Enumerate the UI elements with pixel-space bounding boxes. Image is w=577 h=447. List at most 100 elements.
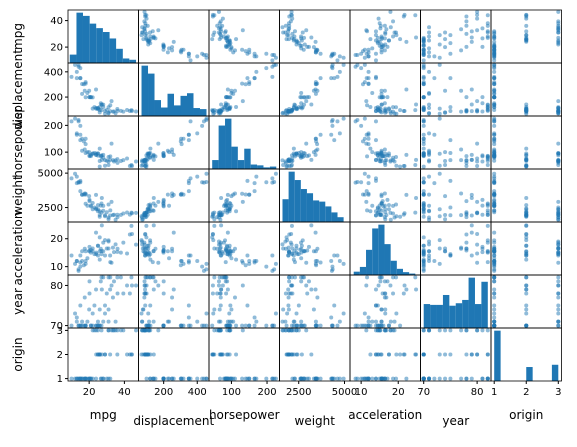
scatter-point [101, 275, 106, 280]
scatter-point [223, 105, 228, 110]
scatter-point [404, 87, 409, 92]
scatter-point [270, 58, 275, 63]
scatter-point [85, 203, 90, 208]
scatter-point [240, 260, 245, 265]
scatter-point [337, 54, 342, 59]
scatter-point [289, 13, 294, 18]
scatter-point [421, 376, 426, 381]
scatter-point [524, 16, 529, 21]
scatter-point [480, 250, 485, 255]
scatter-point [492, 192, 497, 197]
scatter-point [379, 194, 384, 199]
scatter-point [106, 319, 111, 324]
scatter-point [247, 259, 252, 264]
scatter-point [384, 295, 389, 300]
scatter-point [201, 119, 206, 124]
scatter-point [366, 136, 371, 141]
scatter-point [82, 246, 87, 251]
scatter-point [69, 74, 74, 79]
scatter-point [252, 259, 257, 264]
scatter-point [414, 35, 419, 40]
scatter-point [129, 223, 134, 228]
scatter-point [375, 150, 380, 155]
scatter-point [287, 23, 292, 28]
scatter-point [469, 35, 474, 40]
scatter-point [443, 88, 448, 93]
scatter-point [365, 208, 370, 213]
scatter-point [289, 352, 294, 357]
scatter-point [366, 54, 371, 59]
scatter-point [459, 328, 464, 333]
scatter-point [223, 208, 228, 213]
histogram-bar [82, 15, 90, 64]
scatter-point [87, 248, 92, 253]
scatter-point [299, 323, 304, 328]
histogram-bar [199, 109, 207, 116]
scatter-point [427, 328, 432, 333]
scatter-point [161, 244, 166, 249]
scatter-point [391, 275, 396, 280]
scatter-point [170, 246, 175, 251]
scatter-point [329, 119, 334, 124]
scatter-point [125, 156, 130, 161]
scatter-point [134, 328, 139, 333]
scatter-point [286, 33, 291, 38]
scatter-point [437, 352, 442, 357]
scatter-point [292, 103, 297, 108]
scatter-point [492, 275, 497, 280]
scatter-point [385, 95, 390, 100]
scatter-point [200, 123, 205, 128]
scatter-point [143, 231, 148, 236]
scatter-point [219, 196, 224, 201]
scatter-point [373, 323, 378, 328]
scatter-point [240, 81, 245, 86]
y-axis-label: horsepower [11, 107, 25, 178]
scatter-point [143, 287, 148, 292]
scatter-point [485, 260, 490, 265]
scatter-point [318, 376, 323, 381]
scatter-point [87, 307, 92, 312]
y-tick-label: 70 [50, 321, 63, 332]
scatter-point [218, 295, 223, 300]
scatter-point [413, 210, 418, 215]
scatter-point [110, 245, 115, 250]
scatter-point [204, 171, 209, 176]
histogram-bar [288, 171, 295, 222]
scatter-point [225, 230, 230, 235]
scatter-point [223, 202, 228, 207]
scatter-point [368, 105, 373, 110]
scatter-point [421, 164, 426, 169]
histogram-bar [384, 244, 391, 275]
scatter-point [443, 328, 448, 333]
scatter-point [212, 352, 217, 357]
scatter-point [216, 279, 221, 284]
scatter-point [427, 50, 432, 55]
scatter-point [296, 41, 301, 46]
scatter-point [95, 243, 100, 248]
y-axis-label: weight [11, 175, 25, 216]
scatter-point [264, 51, 269, 56]
histogram-bar [218, 125, 226, 169]
scatter-point [427, 192, 432, 197]
scatter-point [398, 323, 403, 328]
scatter-point [359, 376, 364, 381]
scatter-point [151, 352, 156, 357]
scatter-point [402, 211, 407, 216]
scatter-point [556, 279, 561, 284]
scatter-point [437, 376, 442, 381]
histogram-bar [96, 28, 103, 63]
panel-frame [420, 115, 492, 170]
scatter-point [524, 243, 529, 248]
histogram-bar [257, 165, 264, 169]
scatter-point [81, 139, 86, 144]
scatter-point [398, 214, 403, 219]
scatter-point [240, 99, 245, 104]
scatter-point [118, 328, 123, 333]
scatter-point [211, 238, 216, 243]
y-axis-label: displacement [11, 49, 25, 130]
scatter-point [290, 31, 295, 36]
scatter-point [443, 45, 448, 50]
scatter-point [492, 76, 497, 81]
scatter-point [76, 119, 81, 124]
scatter-point [97, 110, 102, 115]
